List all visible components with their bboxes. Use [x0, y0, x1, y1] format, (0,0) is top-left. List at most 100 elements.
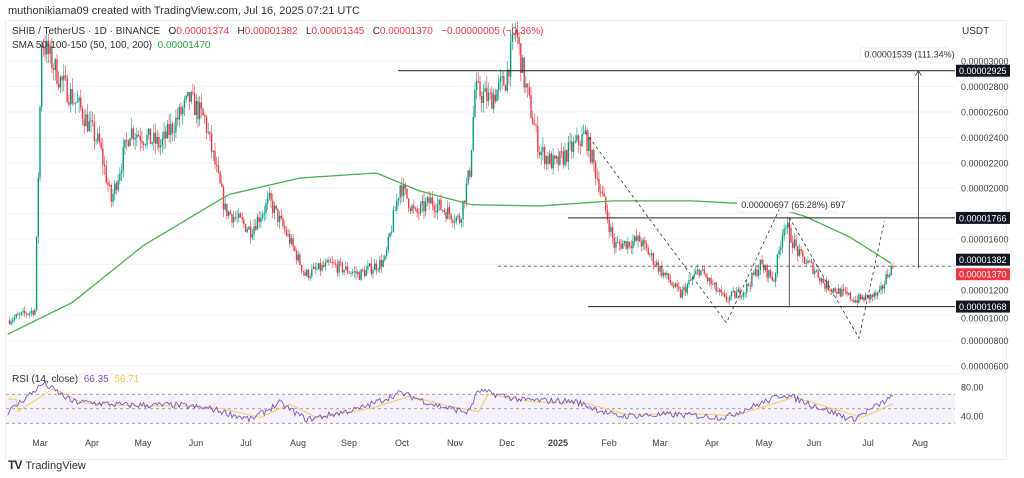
candle-body — [294, 246, 296, 251]
candle-body — [334, 263, 337, 265]
candle-body — [380, 260, 383, 267]
candle-body — [234, 217, 237, 218]
candle-body — [34, 310, 36, 315]
candle-body — [195, 101, 198, 116]
currency-label[interactable]: USDT — [962, 26, 990, 37]
candle-body — [795, 239, 797, 247]
open-value: 0.00001374 — [176, 26, 230, 37]
candle-body — [700, 270, 702, 276]
candle-body — [848, 292, 850, 295]
candle-body — [10, 321, 12, 324]
candle-body — [887, 274, 889, 278]
candle-body — [367, 265, 369, 270]
low-label: L — [305, 26, 312, 37]
candle-body — [256, 217, 259, 230]
symbol-name[interactable]: SHIB / TetherUS · 1D · BINANCE — [12, 26, 161, 37]
change-value: −0.00000005 (−0.36%) — [441, 26, 544, 37]
candle-body — [207, 131, 209, 133]
candle-body — [188, 91, 191, 102]
candle-body — [656, 262, 658, 266]
candle-body — [409, 208, 412, 212]
rsi-value: 66.35 — [83, 374, 109, 385]
candle-body — [622, 243, 624, 249]
candle-body — [346, 266, 349, 273]
candle-body — [236, 217, 238, 219]
candle-body — [620, 243, 622, 249]
candle-body — [774, 273, 777, 282]
candle-body — [669, 280, 672, 283]
candle-body — [103, 164, 106, 167]
candle-body — [757, 270, 760, 276]
rsi-label[interactable]: RSI (14, close) — [12, 374, 79, 385]
candle-body — [538, 152, 541, 156]
candle-body — [817, 270, 819, 278]
candle-body — [564, 150, 566, 165]
candle-body — [248, 226, 250, 230]
candle-body — [351, 272, 354, 274]
candle-body — [730, 291, 733, 297]
candle-body — [56, 59, 58, 84]
measure-label: 0.00001539 (111.34%) — [864, 50, 954, 60]
candle-body — [141, 140, 143, 144]
candle-body — [707, 276, 709, 282]
tradingview-logo-icon: TV — [8, 458, 22, 472]
candle-body — [616, 241, 619, 243]
candle-body — [749, 285, 751, 287]
candle-body — [562, 151, 564, 165]
candle-body — [552, 155, 554, 169]
candle-body — [751, 272, 753, 287]
candle-body — [654, 264, 656, 266]
candle-body — [865, 294, 867, 301]
low-value: 0.00001345 — [311, 26, 365, 37]
price-label-bg — [956, 300, 1010, 313]
candle-body — [238, 213, 240, 218]
candle-body — [289, 234, 291, 244]
pattern-zigzag[interactable] — [788, 217, 885, 340]
candle-body — [856, 300, 858, 303]
candle-body — [278, 215, 281, 223]
candle-body — [39, 106, 41, 178]
candle-body — [841, 288, 843, 297]
candle-body — [581, 133, 583, 146]
candle-body — [44, 47, 46, 55]
candle-body — [431, 197, 434, 206]
candle-body — [628, 241, 631, 247]
candle-body — [295, 250, 298, 261]
candle-body — [545, 156, 548, 165]
candle-body — [74, 102, 77, 104]
candle-body — [469, 170, 471, 177]
candle-body — [88, 121, 90, 132]
candle-body — [37, 177, 40, 237]
candle-body — [752, 272, 755, 275]
candle-body — [681, 290, 683, 298]
sma-label[interactable]: SMA 50-100-150 (50, 100, 200) — [12, 40, 153, 51]
candle-body — [190, 92, 192, 102]
measure-label-box — [736, 197, 838, 213]
candle-body — [642, 240, 644, 247]
candle-body — [333, 262, 335, 264]
candle-body — [506, 69, 508, 91]
candle-body — [170, 123, 172, 135]
candle-body — [859, 294, 862, 300]
candle-body — [319, 263, 322, 271]
price-axis-tick: 0.00001600 — [961, 235, 1009, 245]
candle-body — [462, 200, 464, 220]
candle-body — [61, 76, 63, 81]
candle-body — [613, 237, 615, 248]
candle-body — [350, 273, 352, 274]
candle-body — [523, 57, 525, 88]
candle-body — [105, 166, 107, 183]
time-axis-tick: Oct — [395, 438, 410, 448]
price-axis-tick: 0.00003000 — [961, 57, 1009, 67]
candle-body — [163, 131, 165, 139]
candle-body — [283, 226, 286, 230]
candle-body — [861, 296, 864, 300]
candle-body — [824, 282, 826, 289]
candle-body — [603, 192, 605, 197]
candle-body — [715, 282, 717, 292]
pattern-zigzag[interactable] — [585, 132, 780, 324]
candle-body — [589, 136, 592, 163]
candle-body — [282, 218, 284, 227]
candle-body — [807, 260, 809, 264]
